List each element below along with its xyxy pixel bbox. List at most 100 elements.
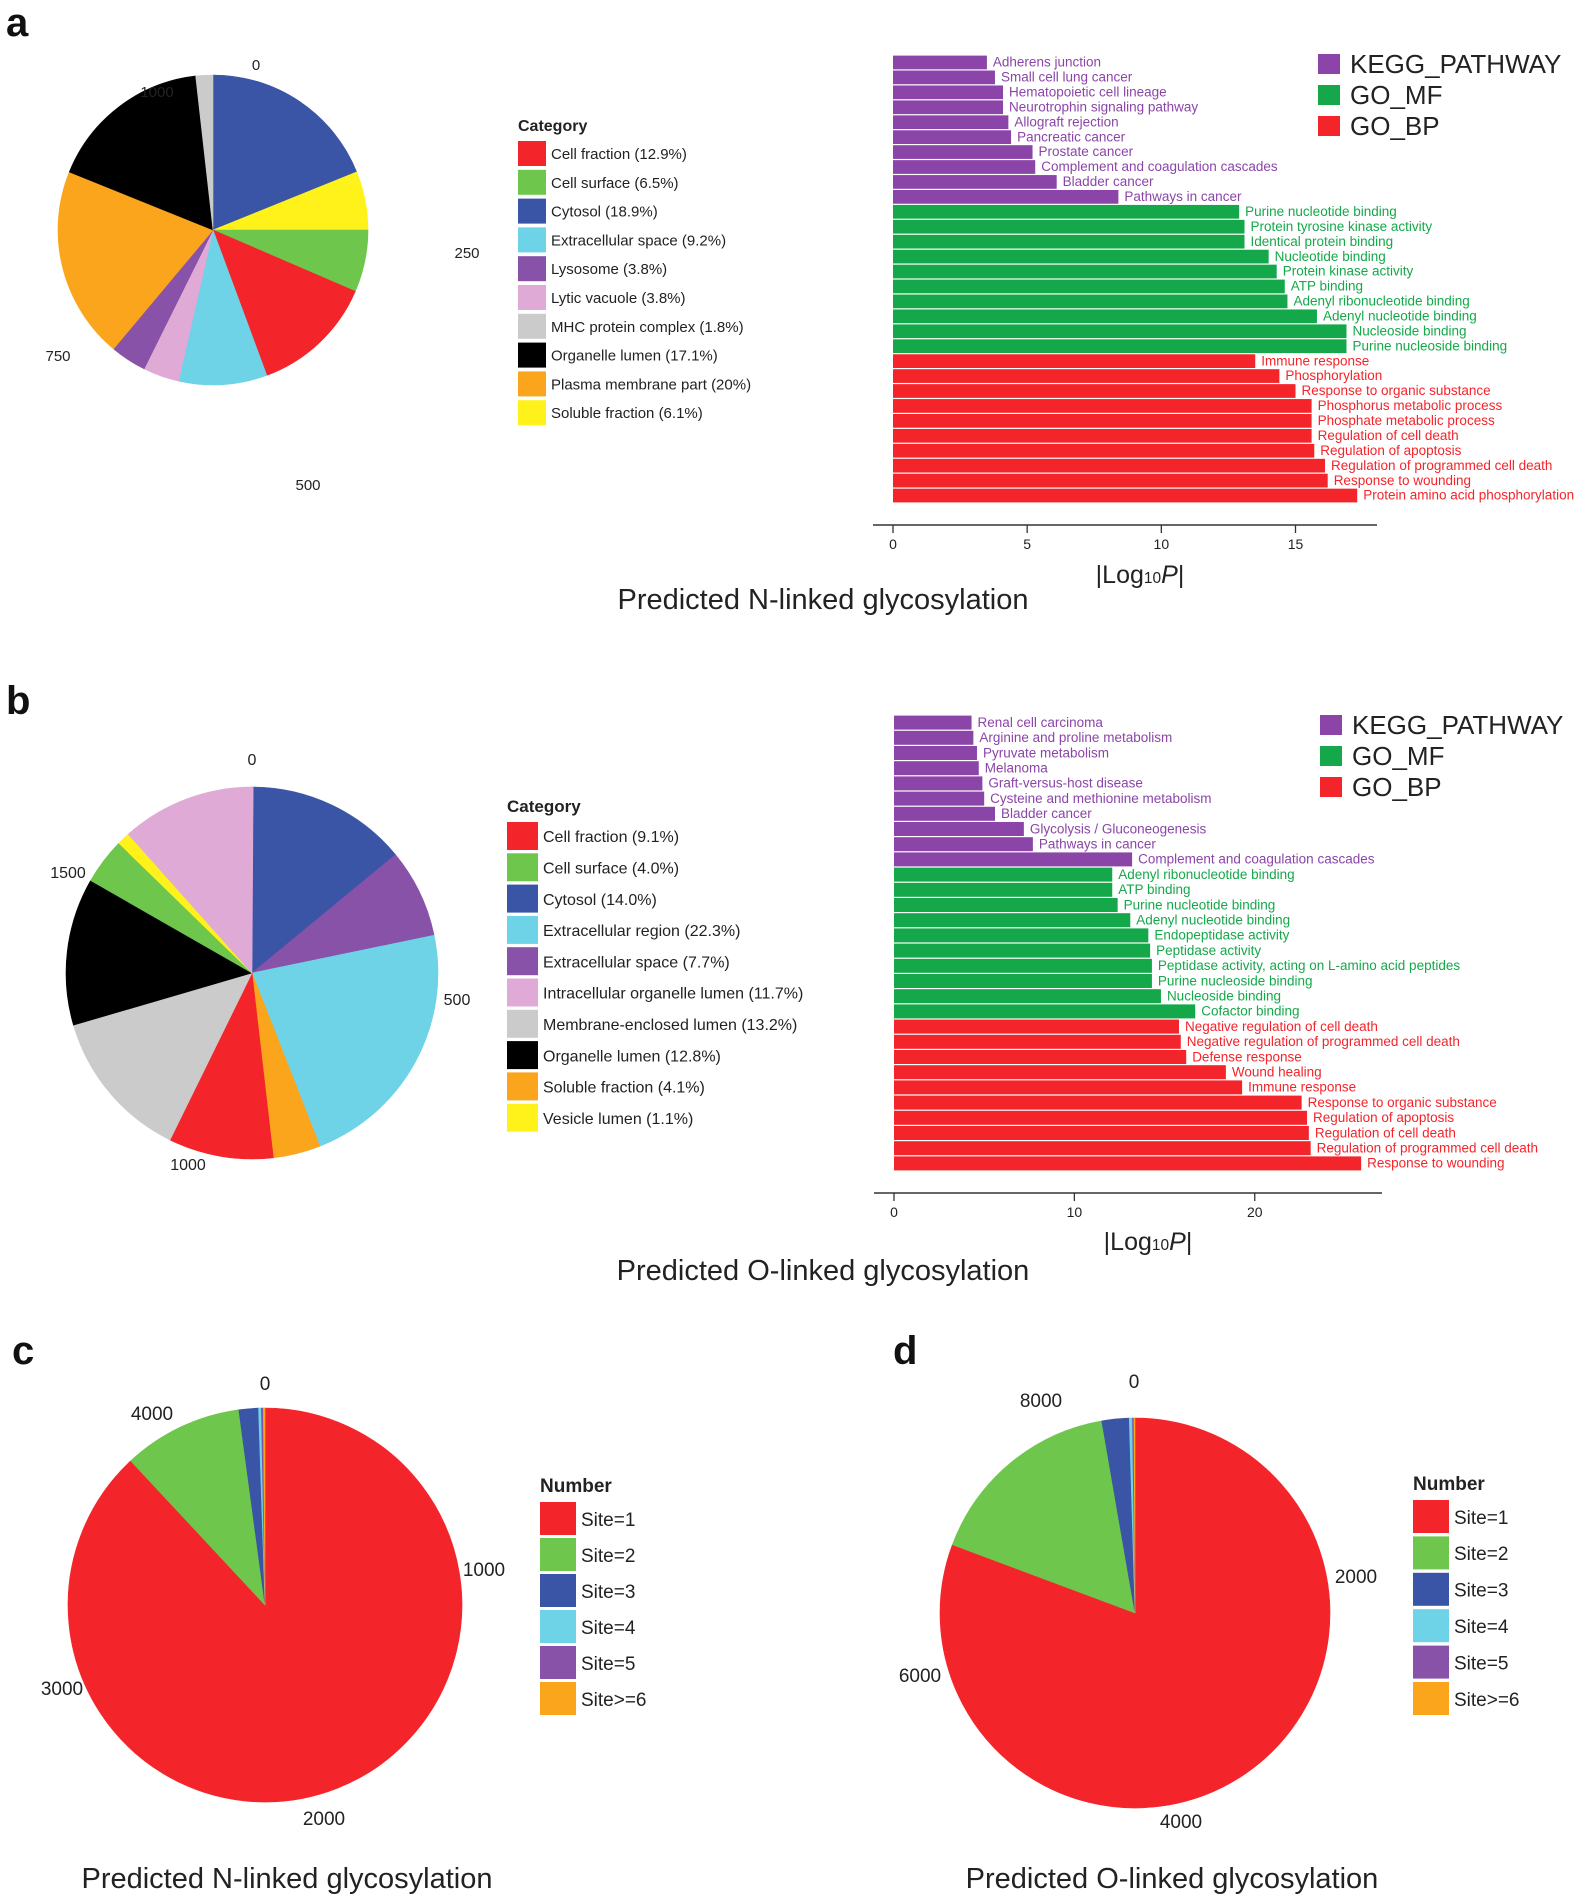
series-legend-swatch <box>1320 746 1342 766</box>
bar <box>893 115 1009 130</box>
legend-swatch <box>518 169 546 195</box>
x-axis-label: |Log10P| <box>1096 561 1185 589</box>
bar <box>894 943 1151 958</box>
bar <box>893 369 1280 383</box>
pie-tick-label: 500 <box>444 992 471 1009</box>
bar <box>894 1156 1362 1171</box>
bar-label: Phosphorus metabolic process <box>1318 398 1503 413</box>
legend-label: Cytosol (14.0%) <box>543 892 657 909</box>
series-legend-label: GO_BP <box>1352 772 1442 802</box>
legend-label: Cell surface (6.5%) <box>551 175 679 192</box>
bar <box>893 324 1347 339</box>
legend-title: Category <box>507 797 581 816</box>
bar-label: Purine nucleoside binding <box>1352 338 1507 353</box>
series-legend-label: GO_MF <box>1350 80 1442 110</box>
legend-label: Site=2 <box>1454 1544 1508 1565</box>
legend-swatch <box>1413 1536 1449 1570</box>
pie-slice <box>65 880 253 1026</box>
pie-slice <box>939 1417 1331 1809</box>
bar-label: Nucleotide binding <box>1275 249 1386 264</box>
legend-swatch <box>507 915 538 944</box>
pie-tick-label: 1500 <box>50 865 86 882</box>
legend-label: MHC protein complex (1.8%) <box>551 319 744 336</box>
bar <box>893 175 1057 189</box>
legend-label: Cell surface (4.0%) <box>543 860 679 877</box>
bar-label: Adenyl nucleotide binding <box>1323 309 1477 324</box>
legend-label: Cell fraction (12.9%) <box>551 146 687 163</box>
pie-slice <box>73 972 253 1141</box>
bar-label: Glycolysis / Gluconeogenesis <box>1030 821 1207 836</box>
legend-label: Intracellular organelle lumen (11.7%) <box>543 986 803 1003</box>
bar <box>893 145 1033 159</box>
bar-label: Complement and coagulation cascades <box>1041 159 1278 174</box>
bar-label: Pancreatic cancer <box>1017 129 1126 144</box>
legend-label: Vesicle lumen (1.1%) <box>543 1111 693 1128</box>
legend-swatch <box>507 978 538 1007</box>
bar <box>894 746 977 760</box>
legend-swatch <box>518 256 546 282</box>
bar-label: Phosphorylation <box>1285 368 1382 383</box>
bar <box>894 715 972 730</box>
legend-swatch <box>1413 1500 1449 1533</box>
bar <box>894 1004 1196 1019</box>
bar-label: Defense response <box>1192 1049 1302 1064</box>
series-legend-label: GO_MF <box>1352 741 1444 771</box>
bar-label: Prostate cancer <box>1039 144 1134 159</box>
bar-label: Regulation of cell death <box>1318 428 1459 443</box>
bar <box>894 989 1161 1004</box>
legend-swatch <box>507 1041 538 1070</box>
legend-swatch <box>1413 1609 1449 1643</box>
legend-swatch <box>1413 1682 1449 1715</box>
legend-swatch <box>540 1502 576 1535</box>
bar <box>893 249 1269 264</box>
legend-swatch <box>540 1646 576 1679</box>
bar-label: Allograft rejection <box>1014 114 1118 129</box>
x-tick-label: 15 <box>1288 536 1304 552</box>
pie-slice <box>178 228 268 386</box>
bar-label: Protein kinase activity <box>1283 264 1414 279</box>
bar-label: Regulation of programmed cell death <box>1331 458 1552 473</box>
chart-title-c: Predicted N-linked glycosylation <box>81 1863 492 1895</box>
bar <box>893 294 1288 309</box>
pie-tick-label: 0 <box>252 57 260 74</box>
legend-label: Site=3 <box>1454 1581 1508 1602</box>
pie-slice <box>251 934 439 1147</box>
bar <box>893 160 1036 174</box>
bar <box>893 488 1358 503</box>
pie-tick-label: 1000 <box>140 84 173 101</box>
bar <box>893 55 987 70</box>
legend-swatch <box>518 371 546 397</box>
bar <box>894 1141 1311 1156</box>
legend-label: Cell fraction (9.1%) <box>543 829 679 846</box>
pie-slice <box>127 786 254 974</box>
pie-c: 0 1000 2000 3000 4000 Number Site=1 Site=2 Site=… <box>41 1374 647 1830</box>
bar-label: Regulation of apoptosis <box>1320 443 1461 458</box>
bar-label: Purine nucleotide binding <box>1245 204 1397 219</box>
bar-label: Protein amino acid phosphorylation <box>1363 488 1574 503</box>
pie-tick-label: 2000 <box>303 1809 345 1830</box>
legend-label: Cytosol (18.9%) <box>551 204 658 221</box>
pie-tick-label: 750 <box>45 348 70 365</box>
pie-tick-label: 4000 <box>131 1404 173 1425</box>
bar <box>894 852 1133 867</box>
bar-label: Nucleoside binding <box>1352 323 1466 338</box>
bar-label: Purine nucleoside binding <box>1158 973 1313 988</box>
legend-label: Site=2 <box>581 1546 635 1567</box>
series-legend-swatch <box>1318 54 1340 74</box>
bar-label: Adenyl ribonucleotide binding <box>1293 294 1469 309</box>
bar-label: Adenyl ribonucleotide binding <box>1118 867 1294 882</box>
legend-label: Site=5 <box>581 1654 635 1675</box>
bar-label: Regulation of cell death <box>1315 1125 1456 1140</box>
bar <box>894 791 985 806</box>
bar-label: Bladder cancer <box>1063 174 1154 189</box>
legend-label: Soluble fraction (6.1%) <box>551 405 703 422</box>
bar-label: Peptidase activity, acting on L-amino ac… <box>1158 958 1460 973</box>
x-tick-label: 10 <box>1067 1204 1083 1220</box>
bar-label: Protein tyrosine kinase activity <box>1251 219 1433 234</box>
legend-swatch <box>518 342 546 368</box>
pie-b: 0 500 1000 1500 Category Cell fraction (9.1%)… <box>50 752 803 1174</box>
pie-slice <box>262 1407 266 1606</box>
pie-tick-label: 500 <box>295 477 320 494</box>
